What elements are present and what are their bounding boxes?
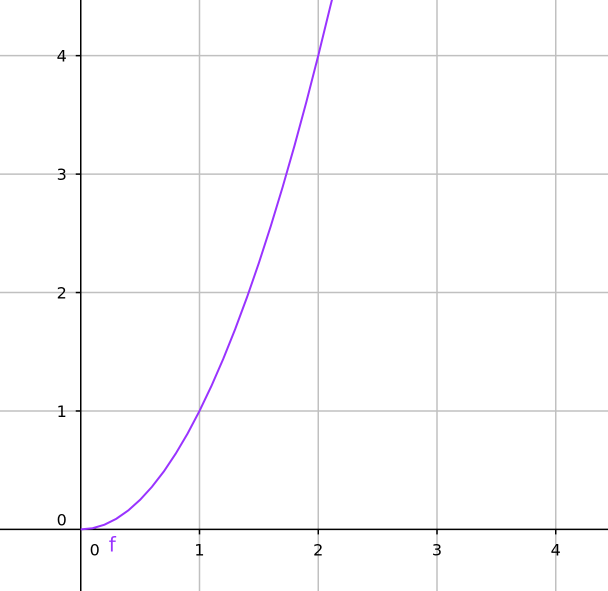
y-tick-label: 1 [57,402,67,421]
x-tick-label: 3 [432,540,442,559]
x-tick-label: 1 [194,540,204,559]
x-tick-label: 0 [90,540,100,559]
series-curve-f[interactable] [80,0,333,531]
y-tick-label: 3 [57,165,67,184]
x-tick-label: 2 [313,540,323,559]
y-tick-label: 4 [57,47,67,66]
y-tick-label: 2 [57,284,67,303]
tick-labels: 0 1 2 3 4 0 1 2 3 4 [57,47,561,560]
series-label-f[interactable]: f [109,532,117,556]
x-tick-label: 4 [551,540,561,559]
series-layer: f [80,0,333,556]
y-tick-label: 0 [57,510,67,529]
